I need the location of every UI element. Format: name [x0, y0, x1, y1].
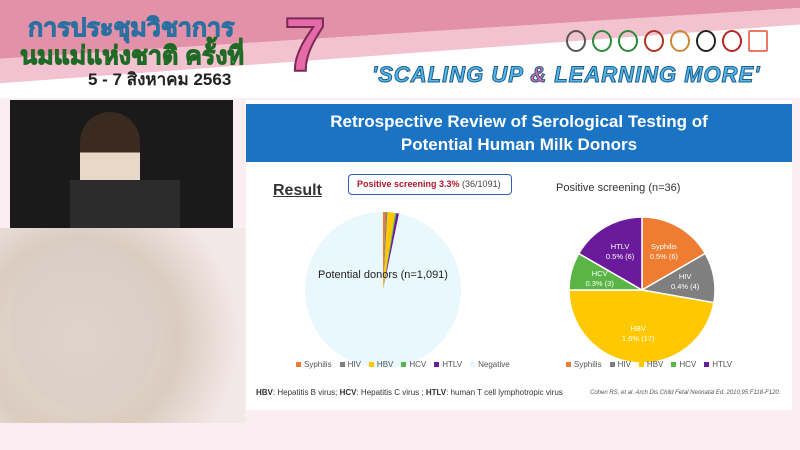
footnote: HBV: Hepatitis B virus; HCV: Hepatitis C… — [256, 388, 563, 397]
pie-slice-htlv — [383, 213, 400, 290]
legend-item: HCV — [671, 360, 696, 369]
presentation-slide: Retrospective Review of Serological Test… — [246, 100, 792, 410]
banner-slogan: 'SCALING UP & LEARNING MORE' — [371, 62, 761, 88]
conference-banner: การประชุมวิชาการ นมแม่แห่งชาติ ครั้งที่ … — [0, 0, 800, 98]
speaker-video — [10, 100, 233, 228]
banner-title-line2: นมแม่แห่งชาติ ครั้งที่ — [20, 42, 245, 71]
banner-number: 7 — [283, 2, 327, 89]
pie-slice-negative — [305, 212, 462, 368]
pie-slice-syphilis — [641, 216, 707, 292]
pie-slice-htlv — [577, 216, 643, 292]
pie-charts — [305, 212, 716, 368]
logo-icon — [748, 30, 768, 52]
right-pie-legend: Syphilis HIV HBV HCV HTLV — [566, 360, 732, 369]
positive-screening-callout: Positive screening 3.3% (36/1091) — [348, 174, 512, 195]
banner-title-line1: การประชุมวิชาการ — [27, 14, 235, 43]
left-pie-center-label: Potential donors (n=1,091) — [318, 269, 448, 281]
left-pie-legend: Syphilis HIV HBV HCV HTLV Negative — [296, 360, 510, 369]
result-heading: Result — [273, 182, 322, 199]
logo-icon — [592, 30, 612, 52]
logo-icon — [618, 30, 638, 52]
legend-item: HIV — [609, 360, 631, 369]
pie-slice-syphilis — [383, 212, 386, 290]
slice-label: HIV 0.4% (4) — [670, 272, 700, 292]
legend-item: Negative — [470, 360, 510, 369]
background-photo-face — [10, 240, 160, 410]
legend-item: HBV — [638, 360, 663, 369]
legend-item: HCV — [401, 360, 426, 369]
pie-slice-hbv — [383, 212, 396, 290]
logo-icon — [566, 30, 586, 52]
logo-icon — [644, 30, 664, 52]
slide-title: Retrospective Review of Serological Test… — [246, 104, 792, 162]
right-pie-title: Positive screening (n=36) — [556, 182, 681, 194]
sponsor-logos — [566, 30, 768, 52]
logo-icon — [722, 30, 742, 52]
logo-icon — [670, 30, 690, 52]
slice-label: Syphilis 0.5% (6) — [649, 242, 679, 262]
legend-item: HTLV — [434, 360, 462, 369]
slice-label: HCV 0.3% (3) — [585, 268, 614, 288]
legend-item: HIV — [339, 360, 361, 369]
legend-item: Syphilis — [566, 360, 602, 369]
slice-label: HTLV 0.5% (6) — [605, 242, 635, 262]
pie-slice-hiv — [383, 212, 388, 290]
pie-slice-hcv — [383, 212, 397, 290]
citation: Cohen RS, et al. Arch Dis Child Fetal Ne… — [590, 390, 781, 396]
banner-dates: 5 - 7 สิงหาคม 2563 — [88, 70, 232, 89]
slice-label: HBV 1.6% (17) — [621, 323, 655, 343]
legend-item: HTLV — [704, 360, 732, 369]
pie-slice-hbv — [568, 289, 715, 364]
logo-icon — [696, 30, 716, 52]
legend-item: Syphilis — [296, 360, 332, 369]
legend-item: HBV — [368, 360, 393, 369]
